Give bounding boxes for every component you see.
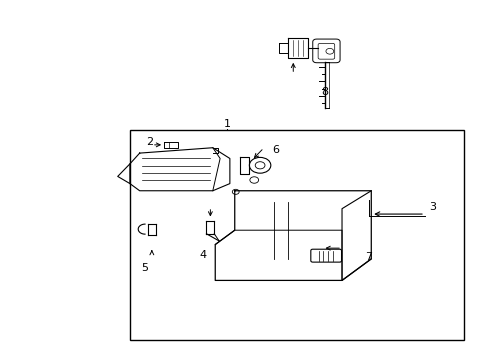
FancyBboxPatch shape — [310, 249, 341, 262]
Text: 3: 3 — [428, 202, 435, 212]
Text: 8: 8 — [321, 87, 328, 97]
Text: 7: 7 — [365, 252, 372, 262]
FancyBboxPatch shape — [312, 39, 339, 63]
Text: 5: 5 — [141, 263, 148, 273]
Text: 6: 6 — [272, 144, 279, 154]
Bar — [130, 130, 463, 339]
FancyBboxPatch shape — [318, 43, 334, 59]
Text: 4: 4 — [199, 250, 206, 260]
Circle shape — [232, 189, 239, 194]
Text: 1: 1 — [224, 120, 230, 129]
Text: 2: 2 — [145, 138, 153, 147]
